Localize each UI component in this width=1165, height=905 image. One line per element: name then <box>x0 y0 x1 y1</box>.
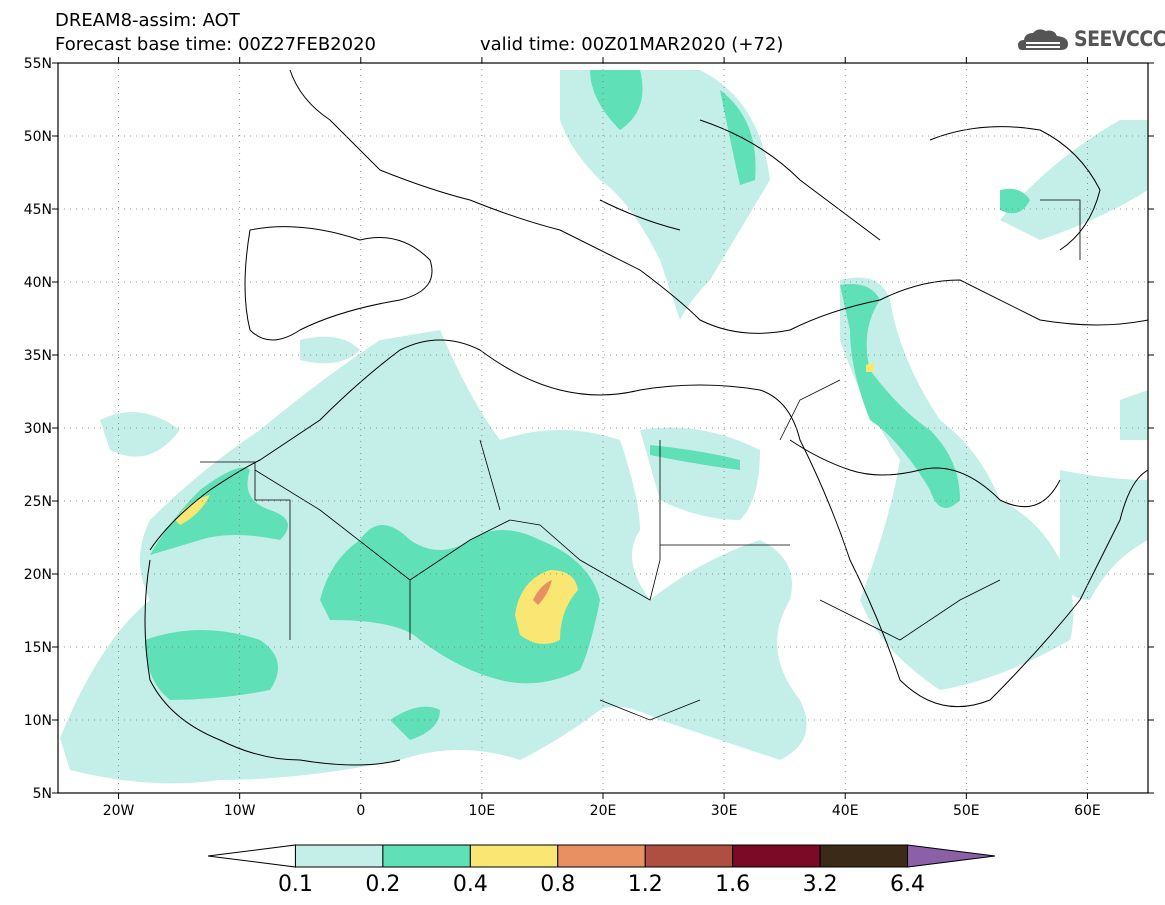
lon-tick-label: 60E <box>1074 803 1101 819</box>
lon-tick-label: 20E <box>590 803 617 819</box>
lon-tick-label: 0 <box>356 803 365 819</box>
colorbar-swatch <box>819 844 909 868</box>
colorbar-swatch <box>732 844 821 868</box>
colorbar-swatch <box>294 844 384 868</box>
lat-tick-label: 50N <box>24 129 52 145</box>
borders <box>200 199 1081 721</box>
contour-level-0.4 <box>175 362 874 644</box>
lon-tick-label: 20W <box>103 803 135 819</box>
colorbar-low-arrow <box>207 844 296 868</box>
colorbar-label: 0.2 <box>365 872 401 897</box>
colorbar-label: 3.2 <box>802 872 838 897</box>
lat-tick-label: 35N <box>24 348 52 364</box>
lon-tick-label: 50E <box>953 803 980 819</box>
forecast-base-time: Forecast base time: 00Z27FEB2020 <box>55 34 376 55</box>
lat-tick-label: 45N <box>24 202 52 218</box>
colorbar <box>207 844 996 868</box>
lat-axis: 55N 50N 45N 40N 35N 30N 25N 20N 15N 10N 5N <box>24 56 1154 802</box>
lat-tick-label: 10N <box>24 713 52 729</box>
colorbar-high-arrow <box>907 844 996 868</box>
lon-tick-label: 10E <box>469 803 496 819</box>
colorbar-label: 0.4 <box>452 872 488 897</box>
colorbar-label: 0.8 <box>540 872 576 897</box>
logo-text: SEEVCCC <box>1074 27 1165 51</box>
colorbar-swatch <box>557 844 646 868</box>
lat-tick-label: 25N <box>24 494 52 510</box>
colorbar-label: 1.2 <box>627 872 663 897</box>
colorbar-label: 6.4 <box>890 872 926 897</box>
lat-tick-label: 5N <box>33 786 52 802</box>
lat-tick-label: 20N <box>24 567 52 583</box>
cloud-icon <box>1018 29 1068 50</box>
lon-tick-label: 40E <box>832 803 859 819</box>
colorbar-swatch <box>382 844 471 868</box>
lon-tick-label: 30E <box>711 803 738 819</box>
colorbar-label: 1.6 <box>715 872 751 897</box>
lon-tick-label: 10W <box>224 803 256 819</box>
lat-tick-label: 30N <box>24 421 52 437</box>
lat-tick-label: 55N <box>24 56 52 72</box>
valid-time: valid time: 00Z01MAR2020 (+72) <box>480 34 784 55</box>
contour-level-0.8 <box>533 580 552 605</box>
coastlines <box>144 69 1148 766</box>
colorbar-swatch <box>644 844 734 868</box>
colorbar-swatch <box>469 844 559 868</box>
colorbar-label: 0.1 <box>277 872 313 897</box>
lat-tick-label: 40N <box>24 275 52 291</box>
lon-axis: 20W 10W 0 10E 20E 30E 40E 50E 60E <box>103 57 1101 819</box>
lat-tick-label: 15N <box>24 640 52 656</box>
map-title: DREAM8-assim: AOT <box>55 10 240 31</box>
aot-contours <box>60 70 1148 784</box>
